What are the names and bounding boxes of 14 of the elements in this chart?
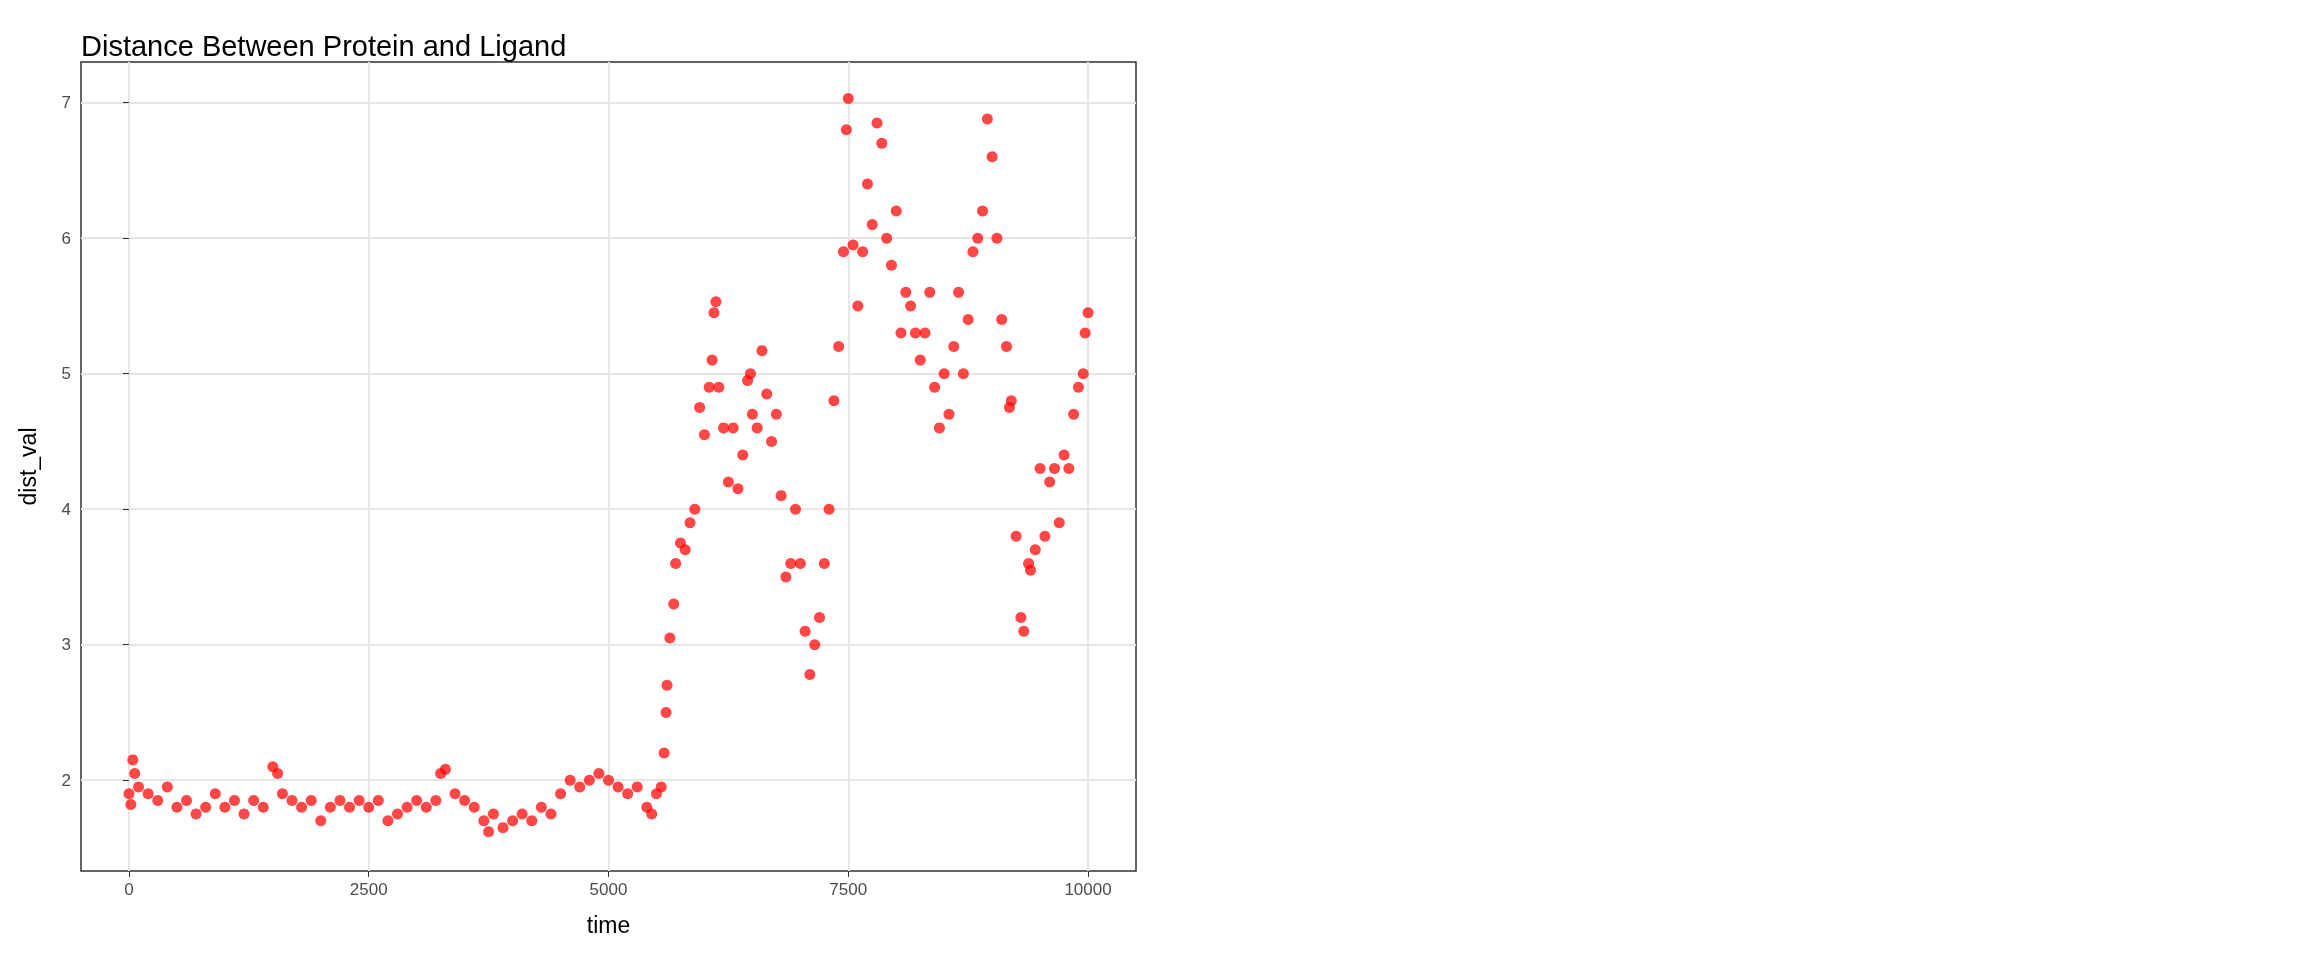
y-tick-label: 2 — [61, 770, 71, 790]
y-tick-label: 4 — [61, 499, 71, 519]
x-tick-label: 0 — [124, 880, 134, 899]
x-tick-label: 10000 — [1064, 880, 1112, 899]
y-axis-title: dist_val — [14, 427, 41, 506]
y-tick-label: 6 — [61, 228, 71, 248]
x-axis-title: time — [586, 911, 631, 938]
y-tick-label: 7 — [61, 93, 71, 113]
x-tick-label: 5000 — [589, 880, 628, 899]
y-tick-label: 5 — [61, 364, 71, 384]
x-tick-label: 2500 — [349, 880, 388, 899]
x-tick-label: 7500 — [829, 880, 868, 899]
chart-title: Distance Between Protein and Ligand — [81, 29, 567, 62]
y-tick-label: 3 — [61, 635, 71, 655]
